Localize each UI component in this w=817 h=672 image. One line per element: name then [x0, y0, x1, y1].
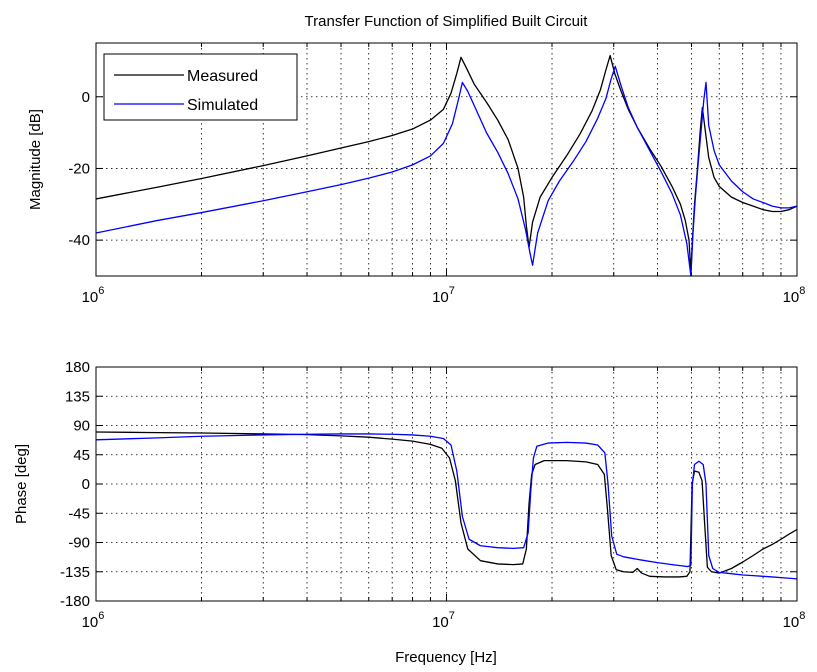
legend-box	[103, 53, 298, 121]
phase-x-tick-label: 107	[432, 610, 455, 631]
magnitude-x-tick-label: 108	[783, 285, 806, 306]
magnitude-y-tick-labels: -40 -20 0	[68, 89, 90, 249]
phase-axes: -180 -135 -90 -45 0 45 90 135 180 106 107 108 Phas…	[13, 359, 805, 666]
magnitude-axes-frame	[95, 42, 798, 277]
phase-x-tick-labels: 106 107 108	[82, 610, 806, 631]
magnitude-series	[95, 54, 798, 277]
phase-y-tick-label: 180	[65, 359, 90, 376]
magnitude-grid	[96, 43, 797, 276]
legend-label-measured: Measured	[187, 68, 258, 85]
magnitude-series-measured	[95, 54, 798, 274]
magnitude-x-tick-label: 106	[82, 285, 105, 306]
magnitude-y-tick-label: 0	[82, 89, 90, 106]
phase-x-tick-label: 106	[82, 610, 105, 631]
phase-y-tick-labels: -180 -135 -90 -45 0 45 90 135 180	[60, 359, 90, 610]
magnitude-x-tick-label: 107	[432, 285, 455, 306]
phase-y-tick-label: -135	[60, 564, 90, 581]
phase-y-tick-label: 90	[73, 418, 90, 435]
phase-axes-frame	[95, 366, 798, 602]
legend: Measured Simulated	[103, 53, 298, 121]
phase-y-axis-label: Phase [deg]	[13, 444, 30, 524]
chart-title: Transfer Function of Simplified Built Ci…	[305, 13, 589, 30]
phase-y-tick-label: -45	[68, 505, 90, 522]
magnitude-y-tick-label: -40	[68, 232, 90, 249]
magnitude-y-tick-label: -20	[68, 160, 90, 177]
phase-x-tick-label: 108	[783, 610, 806, 631]
phase-series-measured	[95, 431, 798, 578]
phase-y-tick-label: 45	[73, 447, 90, 464]
phase-series-simulated	[95, 433, 798, 580]
magnitude-axes: -40 -20 0 106 107 108 Magnitude [dB] Measure…	[27, 42, 806, 306]
magnitude-x-tick-labels: 106 107 108	[82, 285, 806, 306]
phase-y-tick-label: -180	[60, 593, 90, 610]
phase-y-tick-label: 0	[82, 476, 90, 493]
legend-label-simulated: Simulated	[187, 97, 258, 114]
phase-y-tick-label: -90	[68, 535, 90, 552]
magnitude-y-axis-label: Magnitude [dB]	[27, 109, 44, 210]
magnitude-series-simulated	[95, 65, 798, 277]
phase-x-axis-label: Frequency [Hz]	[395, 649, 497, 666]
phase-series	[95, 431, 798, 580]
phase-y-tick-label: 135	[65, 388, 90, 405]
